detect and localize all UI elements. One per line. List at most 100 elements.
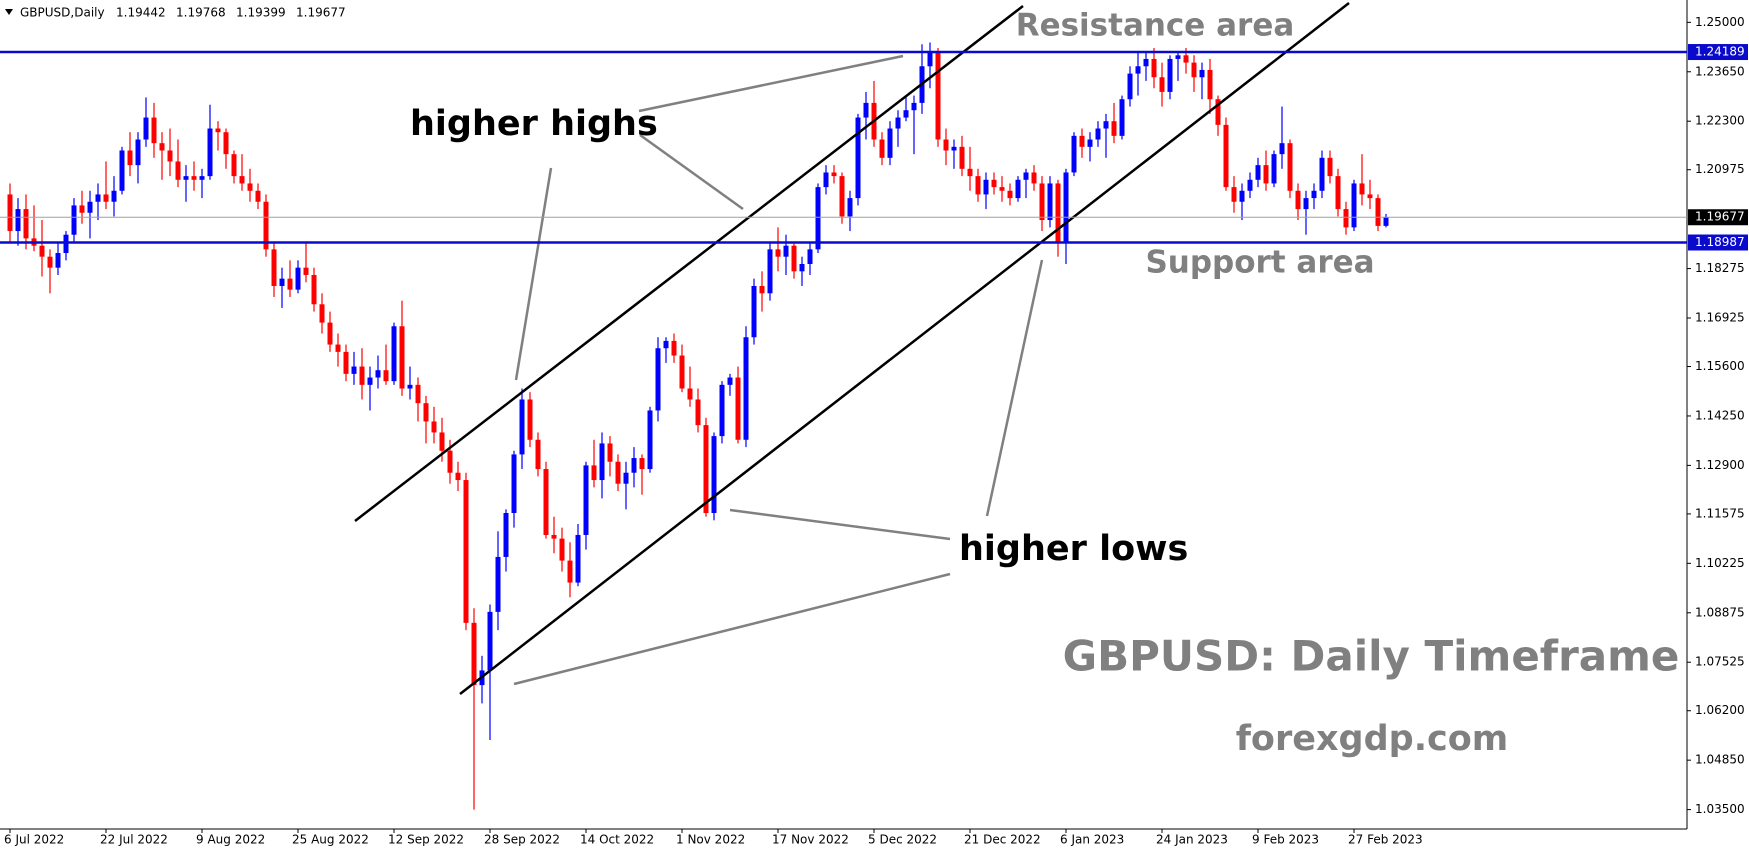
candle-body (983, 179, 989, 195)
y-tick-label: 1.12900 (1695, 458, 1745, 472)
candle-body (511, 454, 517, 513)
candle-body (935, 51, 941, 140)
candle-body (1127, 73, 1133, 100)
candle-body (999, 187, 1005, 191)
candle-body (55, 253, 61, 268)
level-label: 1.18987 (1695, 235, 1745, 249)
candle-body (743, 337, 749, 440)
y-tick-label: 1.10225 (1695, 556, 1745, 570)
level-label: 1.24189 (1695, 45, 1745, 59)
candle-body (487, 611, 493, 671)
current-price-box (1688, 209, 1748, 226)
y-tick-label: 1.14250 (1695, 408, 1745, 422)
candle-body (583, 465, 589, 535)
y-tick-label: 1.23650 (1695, 64, 1745, 78)
candle-body (991, 179, 997, 188)
x-tick-label: 9 Feb 2023 (1252, 833, 1319, 847)
candle-body (1111, 121, 1117, 136)
candle-body (1215, 99, 1221, 125)
candle-body (895, 117, 901, 129)
resistance-label: Resistance area (1016, 8, 1295, 44)
candle-body (455, 472, 461, 481)
pointer (513, 572, 951, 686)
candle-body (647, 410, 653, 470)
pointer (985, 259, 1044, 517)
candle-body (599, 443, 605, 481)
candle-body (671, 340, 677, 356)
candle-body (1095, 128, 1101, 140)
header-close: 1.19677 (296, 6, 346, 20)
candle-body (463, 480, 469, 623)
candle-body (711, 436, 717, 513)
y-tick-label: 1.25000 (1695, 15, 1745, 29)
candle-body (1119, 99, 1125, 136)
candle-body (727, 377, 733, 385)
candle-body (1295, 190, 1301, 210)
candle-body (1087, 139, 1093, 147)
header-low: 1.19399 (236, 6, 286, 20)
candle-body (559, 538, 565, 561)
candle-body (1375, 198, 1381, 226)
pointer (639, 133, 744, 211)
candle-body (1367, 194, 1373, 199)
y-tick-label: 1.22300 (1695, 114, 1745, 128)
x-tick-label: 27 Feb 2023 (1348, 833, 1423, 847)
candle-body (751, 285, 757, 338)
candle-body (1143, 58, 1149, 67)
y-tick-label: 1.07525 (1695, 655, 1745, 669)
candle-body (1223, 124, 1229, 188)
higher-lows-label: higher lows (959, 529, 1188, 569)
candle-body (735, 377, 741, 440)
candle-body (1287, 143, 1293, 191)
candle-body (343, 351, 349, 374)
candle-body (911, 102, 917, 111)
candle-body (1239, 190, 1245, 202)
candle-body (119, 150, 125, 191)
x-tick-label: 28 Sep 2022 (484, 833, 560, 847)
candle-body (1279, 143, 1285, 155)
candle-body (1103, 121, 1109, 129)
candle-body (255, 190, 261, 202)
candle-body (407, 384, 413, 389)
support-label: Support area (1145, 245, 1374, 281)
candle-body (327, 322, 333, 345)
candle-body (1031, 172, 1037, 184)
candle-body (1175, 55, 1181, 59)
candle-body (1055, 183, 1061, 243)
candle-body (695, 399, 701, 426)
candle-body (415, 384, 421, 404)
candle-body (423, 403, 429, 422)
y-tick-label: 1.15600 (1695, 359, 1745, 373)
candle-body (103, 194, 109, 202)
candle-body (887, 128, 893, 158)
candle-body (951, 146, 957, 151)
candle-body (855, 117, 861, 199)
candle-body (151, 117, 157, 144)
candle-body (863, 102, 869, 118)
candle-body (215, 128, 221, 133)
candle-body (1247, 179, 1253, 191)
x-tick-label: 1 Nov 2022 (676, 833, 745, 847)
y-tick-label: 1.03500 (1695, 802, 1745, 816)
candle-body (1351, 183, 1357, 228)
candle-body (607, 443, 613, 462)
candle-body (1135, 66, 1141, 74)
x-tick-label: 9 Aug 2022 (196, 833, 265, 847)
channel-upper (354, 5, 1024, 522)
candle-body (591, 465, 597, 481)
candle-body (111, 190, 117, 202)
x-tick-label: 22 Jul 2022 (100, 833, 168, 847)
higher-highs-label: higher highs (410, 104, 658, 144)
header-high: 1.19768 (176, 6, 226, 20)
pointer (638, 54, 904, 113)
candle-body (279, 278, 285, 286)
candle-body (839, 176, 845, 217)
pointers (513, 54, 1044, 686)
candle-body (311, 274, 317, 305)
candle-body (39, 245, 45, 257)
channel-lower (459, 2, 1350, 695)
candle-body (551, 534, 557, 539)
candle-body (1255, 165, 1261, 180)
watermark: GBPUSD: Daily Timeframe (1063, 632, 1680, 681)
candle-body (95, 194, 101, 202)
